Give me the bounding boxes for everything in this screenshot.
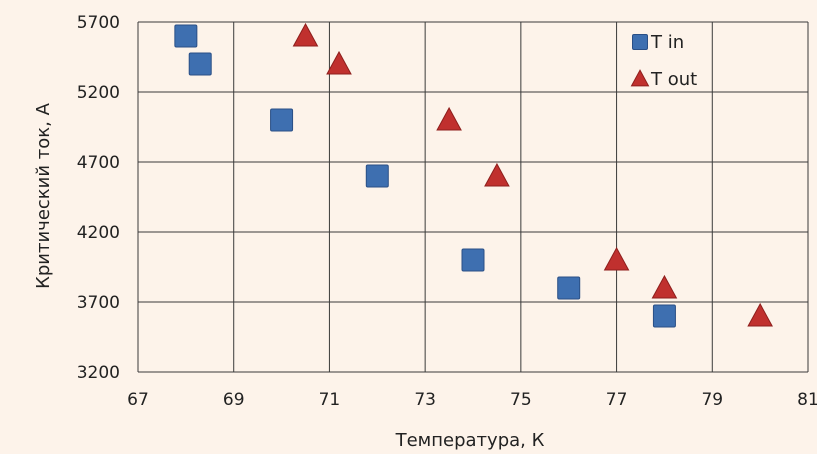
- y-tick-label: 4200: [77, 223, 120, 243]
- point-triangle: [436, 106, 462, 131]
- grid-lines: [137, 21, 809, 373]
- point-square: [652, 304, 676, 328]
- point-triangle: [603, 246, 630, 271]
- x-tick-label: 71: [319, 390, 341, 410]
- x-tick-labels: 67 69 71 73 75 77 79 81: [127, 390, 817, 410]
- point-square: [188, 52, 212, 76]
- point-triangle: [326, 50, 352, 75]
- x-axis-title: Температура, К: [395, 430, 545, 451]
- legend-label: T out: [650, 69, 697, 90]
- x-tick-label: 69: [223, 390, 245, 410]
- point-square: [365, 164, 389, 188]
- legend-square-marker: [632, 34, 648, 50]
- point-square: [557, 276, 581, 300]
- legend-triangle-marker: [630, 69, 650, 87]
- y-tick-label: 3700: [77, 293, 120, 313]
- point-triangle: [484, 162, 510, 187]
- legend-label: T in: [650, 32, 684, 53]
- data-points: [174, 22, 773, 328]
- y-tick-label: 4700: [77, 153, 120, 173]
- point-square: [270, 108, 294, 132]
- x-tick-label: 77: [606, 390, 628, 410]
- x-tick-label: 67: [127, 390, 149, 410]
- y-tick-label: 3200: [77, 363, 120, 383]
- legend: T in T out: [630, 32, 697, 90]
- point-square: [174, 24, 198, 48]
- x-tick-label: 81: [797, 390, 817, 410]
- point-square: [461, 248, 485, 272]
- x-tick-label: 75: [510, 390, 532, 410]
- point-triangle: [292, 22, 319, 47]
- y-tick-label: 5200: [77, 83, 120, 103]
- y-tick-labels: 3200 3700 4200 4700 5200 5700: [77, 13, 120, 383]
- y-axis-title: Критический ток, А: [33, 102, 54, 288]
- y-tick-label: 5700: [77, 13, 120, 33]
- x-tick-label: 73: [414, 390, 436, 410]
- x-tick-label: 79: [701, 390, 723, 410]
- point-triangle: [651, 274, 678, 299]
- point-triangle: [747, 302, 773, 327]
